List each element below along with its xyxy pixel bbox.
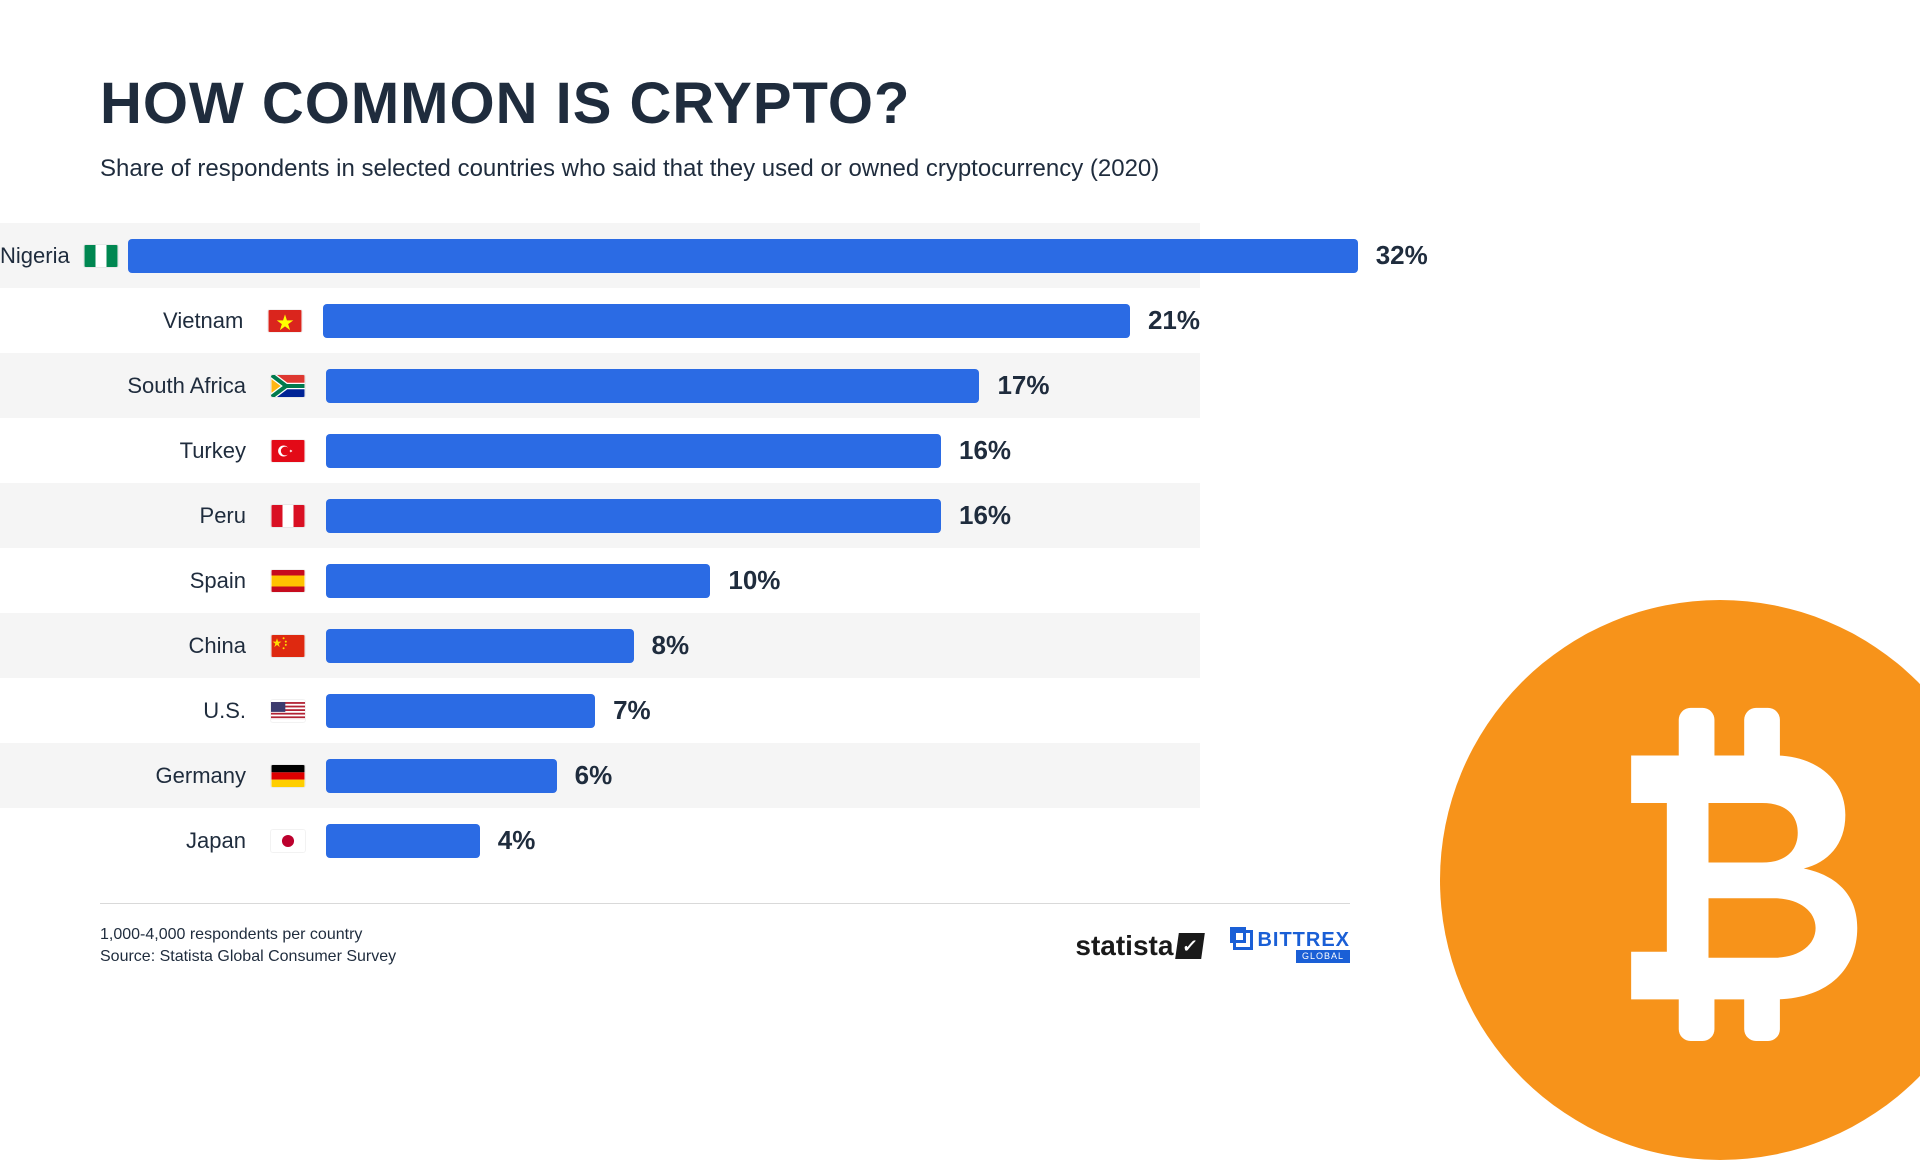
country-label: Germany (0, 763, 260, 789)
bar-cell: 17% (316, 369, 1200, 403)
flag-icon (260, 700, 316, 722)
bar (326, 499, 941, 533)
bittrex-logo: BITTREX GLOBAL (1233, 930, 1350, 963)
flag-icon (260, 830, 316, 852)
chart-row: Germany 6% (0, 743, 1200, 808)
country-label: Vietnam (0, 308, 257, 334)
chart-row: Spain 10% (0, 548, 1200, 613)
country-label: Turkey (0, 438, 260, 464)
country-label: South Africa (0, 373, 260, 399)
footer-note-line: 1,000-4,000 respondents per country (100, 924, 396, 946)
bittrex-global-tag: GLOBAL (1296, 950, 1350, 963)
chart-row: South Africa 17% (0, 353, 1200, 418)
country-label: Spain (0, 568, 260, 594)
chart-row: China 8% (0, 613, 1200, 678)
bar-cell: 4% (316, 824, 1200, 858)
chart-title: HOW COMMON IS CRYPTO? (100, 70, 1820, 137)
bittrex-logo-text: BITTREX (1257, 930, 1350, 950)
bar (326, 824, 480, 858)
flag-icon (257, 310, 312, 332)
bar-value: 32% (1376, 240, 1428, 271)
bar-value: 16% (959, 500, 1011, 531)
footer: 1,000-4,000 respondents per country Sour… (100, 924, 1350, 969)
bar (326, 564, 710, 598)
chart-row: Peru 16% (0, 483, 1200, 548)
bar (326, 369, 979, 403)
bar (326, 694, 595, 728)
bar (326, 759, 557, 793)
chart-row: Japan 4% (0, 808, 1200, 873)
bar-cell: 32% (118, 239, 1428, 273)
country-label: Nigeria (0, 243, 84, 269)
bar-cell: 7% (316, 694, 1200, 728)
flag-icon (260, 635, 316, 657)
chart-subtitle: Share of respondents in selected countri… (100, 155, 1820, 183)
country-label: Japan (0, 828, 260, 854)
bar-value: 17% (997, 370, 1049, 401)
bar-cell: 16% (316, 434, 1200, 468)
bar-cell: 10% (316, 564, 1200, 598)
flag-icon (260, 375, 316, 397)
bar-value: 21% (1148, 305, 1200, 336)
statista-logo-text: statista (1075, 930, 1173, 962)
bar-value: 8% (652, 630, 690, 661)
bar-value: 4% (498, 825, 536, 856)
statista-logo: statista ✓ (1075, 930, 1203, 962)
bar-value: 7% (613, 695, 651, 726)
flag-icon (260, 440, 316, 462)
footer-divider (100, 903, 1350, 904)
chart-row: Vietnam 21% (0, 288, 1200, 353)
bitcoin-b-glyph (1530, 690, 1911, 1071)
flag-icon (260, 765, 316, 787)
flag-icon (260, 570, 316, 592)
bar-chart: Nigeria32% Vietnam 21% South Africa 17% Turke… (0, 223, 1200, 873)
country-label: U.S. (0, 698, 260, 724)
bar-value: 16% (959, 435, 1011, 466)
bar-value: 6% (575, 760, 613, 791)
flag-icon (84, 245, 118, 267)
bar-cell: 16% (316, 499, 1200, 533)
footer-note-line: Source: Statista Global Consumer Survey (100, 946, 396, 968)
chart-row: Nigeria32% (0, 223, 1200, 288)
flag-icon (260, 505, 316, 527)
footer-notes: 1,000-4,000 respondents per country Sour… (100, 924, 396, 969)
country-label: Peru (0, 503, 260, 529)
bar-value: 10% (728, 565, 780, 596)
bittrex-logo-mark (1233, 930, 1253, 950)
chart-row: U.S. 7% (0, 678, 1200, 743)
bar-cell: 6% (316, 759, 1200, 793)
chart-row: Turkey 16% (0, 418, 1200, 483)
bar (128, 239, 1358, 273)
bar (326, 629, 634, 663)
country-label: China (0, 633, 260, 659)
bar-cell: 21% (313, 304, 1200, 338)
bar-cell: 8% (316, 629, 1200, 663)
statista-logo-mark: ✓ (1176, 933, 1206, 959)
bar (323, 304, 1130, 338)
bar (326, 434, 941, 468)
